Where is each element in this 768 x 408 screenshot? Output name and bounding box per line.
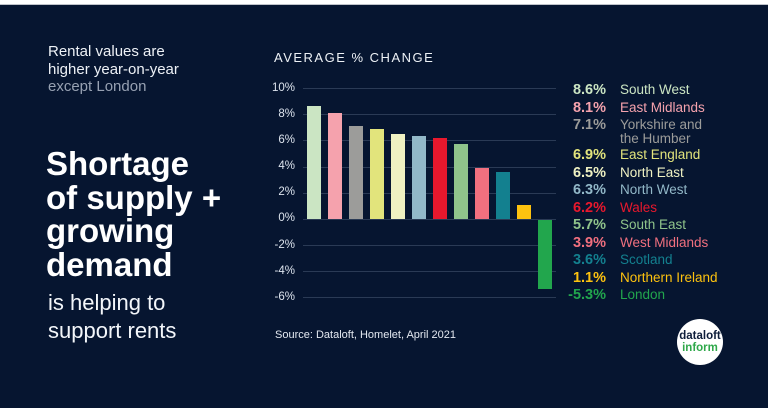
y-axis-tick-label: 6% [278, 133, 295, 146]
y-axis-tick-label: 8% [278, 107, 295, 120]
legend-label: North East [620, 164, 684, 180]
intro-muted-line: except London [48, 78, 147, 95]
support-line: support rents [48, 317, 177, 343]
legend-label: East Midlands [620, 99, 705, 115]
support-line: is helping to [48, 290, 166, 315]
bar-yorkshire-and-the-humber [349, 126, 363, 219]
legend-row-east-england: 6.9% East England [564, 148, 766, 163]
y-axis-tick-label: -4% [274, 264, 295, 277]
legend-value: 3.9% [572, 234, 606, 251]
gridline-8% [303, 114, 556, 116]
bar-scotland [496, 171, 510, 219]
gridline-6% [303, 140, 556, 142]
bar-south-west [307, 106, 321, 219]
bar-east-midlands [328, 112, 342, 219]
gridline-0% [303, 218, 556, 220]
top-strip [0, 0, 768, 5]
gridline-10% [303, 88, 556, 89]
gridline--6% [303, 297, 556, 299]
legend-value: 1.1% [572, 269, 606, 286]
legend-value: 5.7% [572, 217, 606, 234]
legend-row-north-east: 6.5% North East [564, 164, 766, 181]
legend-value: 7.1% [572, 117, 606, 133]
y-axis-tick-label: 10% [271, 81, 295, 94]
bar-east-england [370, 128, 384, 219]
legend-row-west-midlands: 3.9% West Midlands [564, 234, 766, 251]
legend-row-south-west: 8.6% South West [564, 83, 766, 98]
legend-label: London [620, 287, 666, 303]
chart-title: AVERAGE % CHANGE [274, 50, 435, 65]
legend-row-south-east: 5.7% South East [564, 218, 766, 233]
legend-value: 6.3% [572, 182, 606, 199]
gridline--4% [303, 271, 556, 273]
legend-value: 6.5% [572, 164, 606, 181]
intro-text: Rental values are higher year-on-year ex… [48, 43, 179, 96]
logo-line-inform: inform [682, 342, 718, 354]
source-attribution: Source: Dataloft, Homelet, April 2021 [275, 329, 456, 341]
support-text: is helping to support rents [48, 289, 176, 344]
bar-north-east [391, 133, 405, 219]
legend-label: North West [620, 182, 688, 198]
bar-london [538, 219, 552, 290]
y-axis-tick-label: 4% [278, 160, 295, 172]
legend-row-yorkshire-and-the-humber: 7.1% Yorkshire and the Humber [564, 118, 766, 146]
legend-row-london: -5.3% London [564, 288, 766, 303]
legend-label: South East [620, 217, 687, 233]
chart-legend: 8.6% South West 8.1% East Midlands 7.1% Yorks… [564, 83, 766, 306]
legend-value: 3.6% [572, 252, 606, 269]
bar-west-midlands [475, 167, 489, 219]
y-axis-tick-label: 2% [278, 186, 295, 199]
legend-label: Scotland [620, 252, 673, 268]
y-axis-tick-label: -6% [274, 290, 295, 303]
legend-label: Wales [620, 199, 658, 215]
y-axis-tick-label: 0% [278, 212, 295, 225]
legend-value: -5.3% [568, 287, 606, 304]
legend-row-scotland: 3.6% Scotland [564, 253, 766, 268]
legend-label: South West [620, 82, 690, 97]
headline-line: of supply + [46, 178, 222, 216]
bar-south-east [454, 144, 468, 219]
logo-line-dataloft: dataloft [679, 330, 721, 342]
headline-line: growing [46, 212, 175, 249]
headline-line: Shortage [46, 145, 190, 182]
bar-wales [433, 137, 447, 219]
legend-row-northern-ireland: 1.1% Northern Ireland [564, 269, 766, 286]
headline: Shortage of supply + growing demand [46, 147, 221, 281]
intro-line: Rental values are [48, 43, 165, 60]
gridline--2% [303, 245, 556, 247]
legend-value: 6.2% [572, 199, 606, 216]
legend-label: West Midlands [620, 234, 709, 250]
legend-label: Northern Ireland [620, 269, 718, 285]
bar-northern-ireland [517, 204, 531, 219]
legend-value: 6.9% [572, 147, 606, 164]
headline-line: demand [46, 245, 173, 283]
bar-north-west [412, 136, 426, 219]
dataloft-inform-logo: dataloft inform [677, 319, 723, 365]
legend-value: 8.6% [572, 82, 606, 98]
legend-row-east-midlands: 8.1% East Midlands [564, 99, 766, 116]
legend-label: East England [620, 147, 701, 163]
legend-row-north-west: 6.3% North West [564, 183, 766, 198]
y-axis-tick-label: -2% [274, 238, 295, 251]
gridline-2% [303, 192, 556, 194]
legend-row-wales: 6.2% Wales [564, 199, 766, 216]
legend-label: Yorkshire and the Humber [620, 117, 703, 146]
gridline-4% [303, 166, 556, 168]
intro-line: higher year-on-year [48, 60, 179, 78]
legend-value: 8.1% [572, 99, 606, 116]
